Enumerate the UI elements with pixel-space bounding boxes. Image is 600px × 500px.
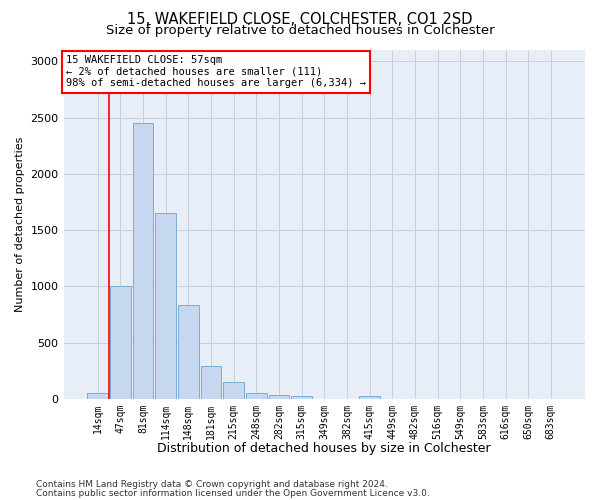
Text: 15 WAKEFIELD CLOSE: 57sqm
← 2% of detached houses are smaller (111)
98% of semi-: 15 WAKEFIELD CLOSE: 57sqm ← 2% of detach… — [66, 55, 366, 88]
Bar — [110, 286, 131, 399]
Bar — [178, 304, 199, 399]
Bar — [200, 366, 221, 399]
Bar — [246, 393, 267, 399]
Y-axis label: Number of detached properties: Number of detached properties — [15, 137, 25, 312]
Bar — [291, 396, 312, 399]
Text: Size of property relative to detached houses in Colchester: Size of property relative to detached ho… — [106, 24, 494, 37]
Text: Contains public sector information licensed under the Open Government Licence v3: Contains public sector information licen… — [36, 488, 430, 498]
Bar — [223, 382, 244, 399]
Bar — [269, 394, 289, 399]
Text: 15, WAKEFIELD CLOSE, COLCHESTER, CO1 2SD: 15, WAKEFIELD CLOSE, COLCHESTER, CO1 2SD — [127, 12, 473, 28]
Bar — [155, 214, 176, 399]
Bar — [133, 123, 154, 399]
Bar — [359, 396, 380, 399]
Text: Contains HM Land Registry data © Crown copyright and database right 2024.: Contains HM Land Registry data © Crown c… — [36, 480, 388, 489]
X-axis label: Distribution of detached houses by size in Colchester: Distribution of detached houses by size … — [157, 442, 491, 455]
Bar — [87, 394, 108, 399]
